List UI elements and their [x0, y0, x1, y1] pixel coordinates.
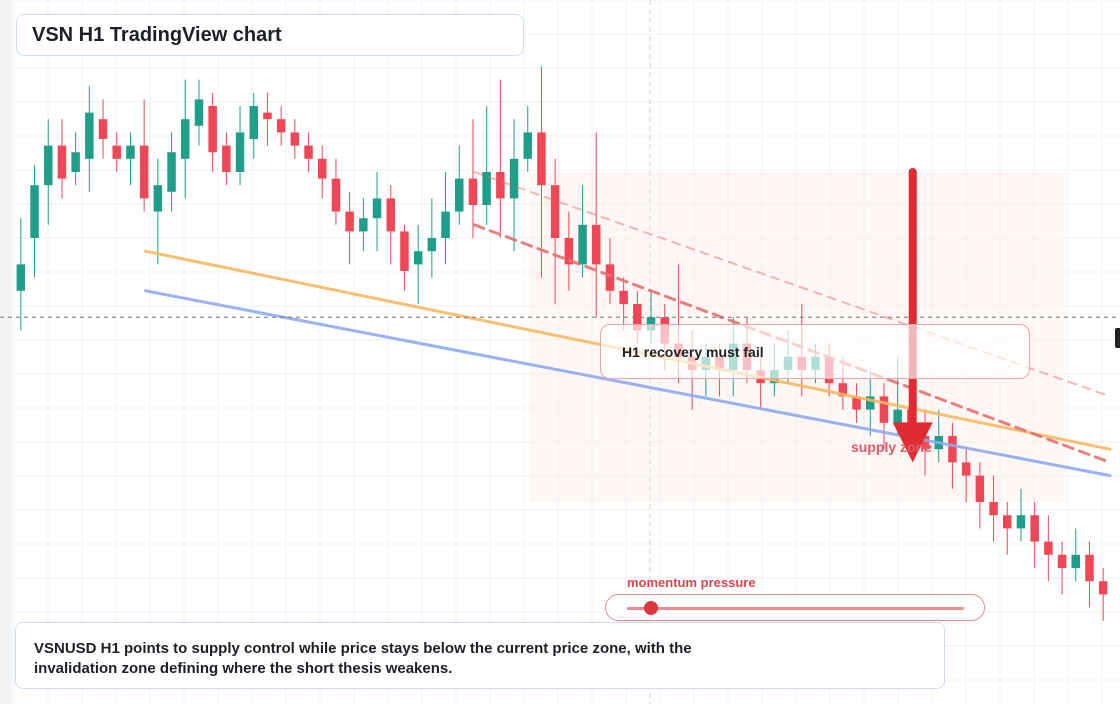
candle-body	[537, 132, 546, 186]
candle-body	[646, 317, 656, 331]
candle-body	[427, 238, 437, 252]
chart-title-text: VSN H1 TradingView chart	[32, 23, 282, 46]
summary-line-2: invalidation zone defining where the sho…	[34, 660, 453, 677]
candle-body	[1044, 541, 1053, 555]
candle-body	[263, 112, 272, 120]
candle-body	[222, 145, 231, 172]
candle-body	[961, 462, 971, 476]
supply-zone-label: supply zone	[851, 439, 932, 455]
candle-body	[386, 198, 395, 232]
momentum-slider[interactable]	[605, 594, 985, 621]
candle-body	[496, 172, 505, 199]
candle-body	[359, 218, 368, 232]
candle-body	[468, 178, 478, 205]
down-arrow-icon	[892, 168, 933, 463]
candle-body	[400, 231, 409, 271]
candle-body	[509, 158, 519, 199]
momentum-track	[627, 607, 964, 610]
candle-body	[578, 224, 587, 265]
candle-body	[345, 211, 354, 232]
candle-body	[98, 119, 108, 139]
recovery-note: H1 recovery must fail	[600, 324, 1030, 379]
candle-body	[44, 145, 53, 186]
candle-body	[1030, 515, 1039, 542]
candle-body	[879, 396, 889, 423]
candle-body	[208, 106, 217, 153]
candle-body	[30, 185, 39, 238]
candle-body	[290, 132, 300, 146]
candle-body	[866, 396, 875, 410]
candle-body	[1016, 515, 1026, 529]
candle-body	[550, 185, 560, 238]
summary-line-1: VSNUSD H1 points to supply control while…	[34, 640, 692, 657]
candle-body	[564, 238, 574, 265]
trend-line-support	[144, 289, 1112, 478]
candle-body	[948, 436, 957, 463]
recovery-note-text: H1 recovery must fail	[622, 343, 764, 360]
candle-body	[139, 145, 149, 199]
candle-body	[112, 145, 121, 159]
left-scale-strip	[0, 0, 12, 704]
candle-body	[523, 132, 532, 159]
arrow-head	[892, 422, 933, 463]
candle-body	[441, 211, 450, 238]
candle-body	[455, 178, 464, 212]
candle-body	[318, 158, 327, 179]
candle-body	[71, 152, 80, 172]
candle-body	[181, 119, 190, 159]
candle-body	[413, 251, 423, 265]
summary-box: VSNUSD H1 points to supply control while…	[15, 622, 945, 689]
momentum-label: momentum pressure	[627, 575, 756, 590]
candle-body	[249, 106, 258, 139]
candle-body	[975, 475, 985, 502]
candle-body	[153, 185, 163, 212]
price-scale-marker	[1115, 328, 1120, 348]
candle-body	[482, 172, 491, 205]
candle-body	[126, 145, 135, 159]
candle-body	[372, 198, 382, 219]
candle-body	[235, 132, 245, 172]
candle-body	[167, 152, 176, 192]
candle-body	[1071, 554, 1080, 568]
candle-body	[852, 396, 861, 410]
candle-body	[331, 178, 341, 212]
candle-body	[989, 502, 998, 516]
candle-body	[57, 145, 67, 179]
chart-title: VSN H1 TradingView chart	[16, 14, 524, 56]
candle-body	[1098, 581, 1108, 595]
candle-body	[920, 436, 930, 450]
momentum-knob[interactable]	[643, 601, 658, 615]
candle-body	[633, 304, 642, 331]
candle-body	[605, 264, 615, 291]
candle-body	[619, 290, 628, 304]
candle-body	[1003, 515, 1012, 529]
candle-body	[194, 99, 204, 126]
candle-body	[1085, 554, 1094, 582]
candle-body	[304, 145, 313, 159]
candle-body	[16, 264, 26, 291]
candle-body	[85, 112, 94, 159]
candle-body	[592, 224, 601, 265]
candle-body	[1057, 554, 1067, 568]
candle-body	[838, 383, 848, 397]
candle-body	[276, 119, 286, 133]
candle-body	[893, 409, 902, 423]
